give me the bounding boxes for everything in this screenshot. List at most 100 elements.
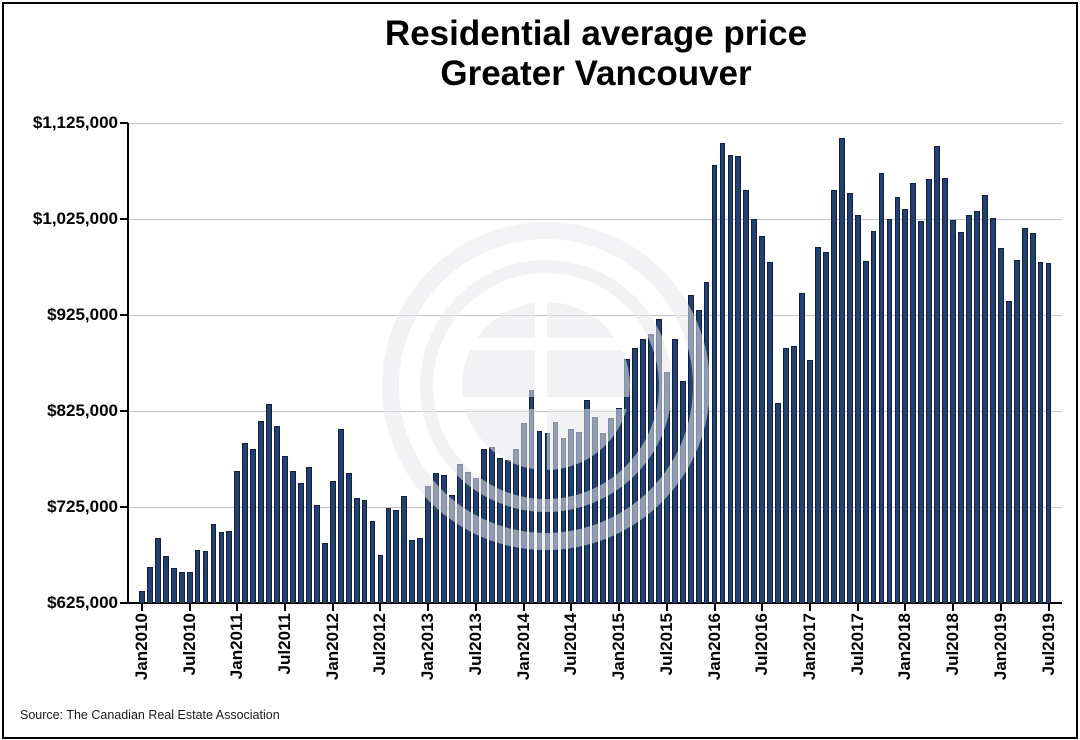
y-axis-tick-label: $825,000: [47, 401, 118, 420]
bar: [186, 572, 193, 603]
bar: [528, 389, 535, 603]
y-axis-tick-label: $625,000: [47, 593, 118, 612]
x-axis-tick-label-text: Jan2010: [131, 613, 151, 681]
bar: [504, 459, 511, 603]
bar: [433, 473, 440, 603]
bar: [377, 555, 384, 603]
bar: [425, 485, 432, 603]
bar: [1037, 262, 1044, 603]
x-axis-tick-label-text: Jan2017: [799, 613, 819, 681]
bar: [870, 231, 877, 603]
bar: [703, 282, 710, 603]
y-axis-tick: [120, 122, 128, 124]
bar: [616, 408, 622, 603]
x-axis-tick: [331, 604, 334, 611]
bar: [743, 190, 750, 603]
bar: [918, 220, 925, 603]
bar: [632, 347, 638, 603]
gridline: [128, 218, 1062, 220]
bar: [417, 537, 424, 603]
bar: [799, 292, 805, 603]
x-axis-tick: [713, 604, 716, 611]
x-axis-tick-label-text: Jul2010: [179, 613, 199, 676]
bar: [807, 360, 813, 603]
bar: [989, 218, 996, 603]
bar: [170, 568, 177, 603]
bar: [361, 500, 368, 603]
source-note: Source: The Canadian Real Estate Associa…: [20, 708, 280, 722]
x-axis-tick-label-text: Jul2012: [370, 613, 390, 676]
bar: [997, 247, 1004, 603]
bar: [974, 211, 980, 603]
bar: [886, 219, 893, 603]
bar: [862, 261, 869, 603]
bar: [671, 339, 678, 603]
x-axis-tick-label-text: Jul2015: [656, 613, 676, 676]
x-axis-tick: [999, 604, 1002, 611]
bar: [846, 193, 853, 603]
x-axis-tick-label-text: Jul2011: [275, 613, 295, 675]
bar: [584, 400, 591, 603]
bar: [226, 531, 233, 603]
bar: [735, 155, 742, 603]
bar: [942, 177, 949, 603]
bar: [982, 195, 988, 603]
bar: [329, 481, 336, 603]
bar: [1013, 260, 1020, 603]
bar: [751, 219, 758, 603]
bar: [592, 416, 599, 603]
bar: [655, 318, 662, 603]
x-axis-tick-label-text: Jan2011: [227, 613, 247, 680]
bar: [409, 539, 416, 603]
chart-title: Residential average price Greater Vancou…: [130, 14, 1062, 94]
bar: [830, 190, 837, 603]
x-axis-tick-label-text: Jul2013: [465, 613, 485, 676]
bar: [1045, 263, 1052, 603]
bar: [568, 429, 575, 603]
bar: [767, 262, 774, 603]
bar: [647, 334, 654, 603]
x-axis-tick: [188, 604, 191, 611]
x-axis-tick-label-text: Jul2017: [847, 613, 867, 676]
bar: [640, 339, 646, 603]
bar: [234, 471, 241, 603]
x-axis-tick: [236, 604, 239, 611]
bar: [1005, 300, 1012, 603]
bar: [910, 182, 917, 603]
bar: [878, 172, 885, 603]
bar: [719, 143, 726, 603]
x-axis-tick: [761, 604, 764, 611]
bar: [298, 483, 304, 603]
bar: [210, 524, 217, 603]
bar: [274, 426, 280, 603]
bar: [687, 294, 694, 603]
bar: [695, 310, 702, 603]
bar: [838, 138, 845, 603]
bar: [337, 429, 344, 603]
y-axis-tick-label: $1,125,000: [32, 113, 118, 132]
bar: [512, 449, 519, 603]
x-axis-tick-label-text: Jan2012: [322, 613, 342, 681]
bar: [624, 359, 630, 603]
bar: [369, 521, 376, 603]
bar: [345, 473, 352, 603]
bar: [791, 345, 797, 603]
y-axis-tick: [120, 218, 128, 220]
x-axis-tick: [952, 604, 955, 611]
bar: [902, 209, 909, 603]
bar: [139, 591, 145, 603]
bar: [178, 572, 185, 603]
x-axis-tick: [570, 604, 573, 611]
x-axis-tick: [284, 604, 287, 611]
x-axis-tick: [427, 604, 430, 611]
bar: [202, 551, 209, 603]
x-axis-tick-label-text: Jan2016: [704, 613, 724, 681]
x-axis-tick-label-text: Jan2015: [609, 613, 629, 681]
y-axis-line: [127, 123, 129, 603]
bar: [926, 178, 933, 603]
x-axis-tick: [808, 604, 811, 611]
bar: [242, 442, 249, 603]
x-axis-tick-label-text: Jan2013: [418, 613, 438, 681]
bar: [258, 420, 265, 603]
